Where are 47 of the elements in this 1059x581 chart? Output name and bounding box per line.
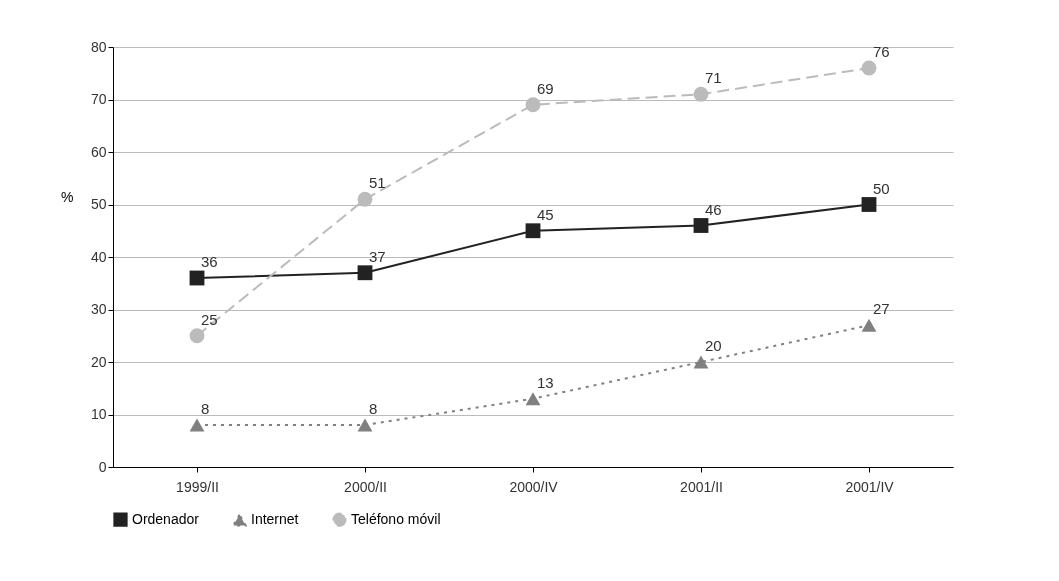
point: [525, 223, 541, 239]
point: [693, 355, 709, 369]
legend-label: Ordenador: [132, 510, 200, 527]
y-tick-label: 0: [98, 458, 107, 475]
x-tick-label: 1999/II: [176, 478, 219, 495]
data-label: 71: [705, 69, 722, 87]
y-tick-label: 10: [90, 406, 107, 422]
x-tick-label: 2000/IV: [509, 478, 559, 495]
point: [525, 392, 541, 406]
x-tick-label: 2001/II: [680, 478, 723, 495]
data-label: 46: [705, 200, 722, 218]
y-tick-label: 50: [90, 196, 107, 212]
point: [861, 318, 877, 332]
point: [693, 218, 709, 233]
data-label: 8: [201, 400, 210, 417]
data-label: 45: [537, 205, 554, 223]
point: [525, 97, 541, 113]
point: [357, 191, 373, 207]
x-tick-label: 2000/II: [344, 478, 387, 495]
y-tick-label: 70: [90, 91, 107, 107]
y-tick-label: 20: [90, 353, 107, 370]
y-tick-label: 60: [90, 143, 107, 160]
y-axis-title: %: [61, 188, 74, 205]
data-label: 76: [873, 43, 890, 60]
data-label: 69: [537, 79, 554, 97]
data-label: 25: [201, 310, 218, 328]
point: [861, 197, 877, 212]
y-tick-label: 40: [90, 248, 107, 265]
point: [189, 418, 205, 432]
point: [693, 86, 709, 102]
data-label: 27: [873, 300, 890, 318]
point: [357, 265, 373, 281]
data-label: 36: [201, 253, 218, 270]
point: [189, 328, 205, 344]
point: [357, 418, 373, 432]
y-tick-label: 30: [90, 301, 107, 317]
data-label: 50: [873, 179, 890, 197]
point: [861, 60, 877, 76]
data-label: 8: [369, 400, 378, 417]
legend-label: Internet: [251, 511, 299, 528]
data-label: 51: [369, 174, 386, 192]
data-label: 20: [705, 337, 722, 354]
data-label: 13: [537, 373, 554, 391]
y-tick-label: 80: [90, 38, 107, 55]
x-tick-label: 2001/IV: [845, 478, 895, 495]
legend-label: Teléfono móvil: [351, 510, 441, 527]
data-label: 37: [369, 247, 386, 265]
